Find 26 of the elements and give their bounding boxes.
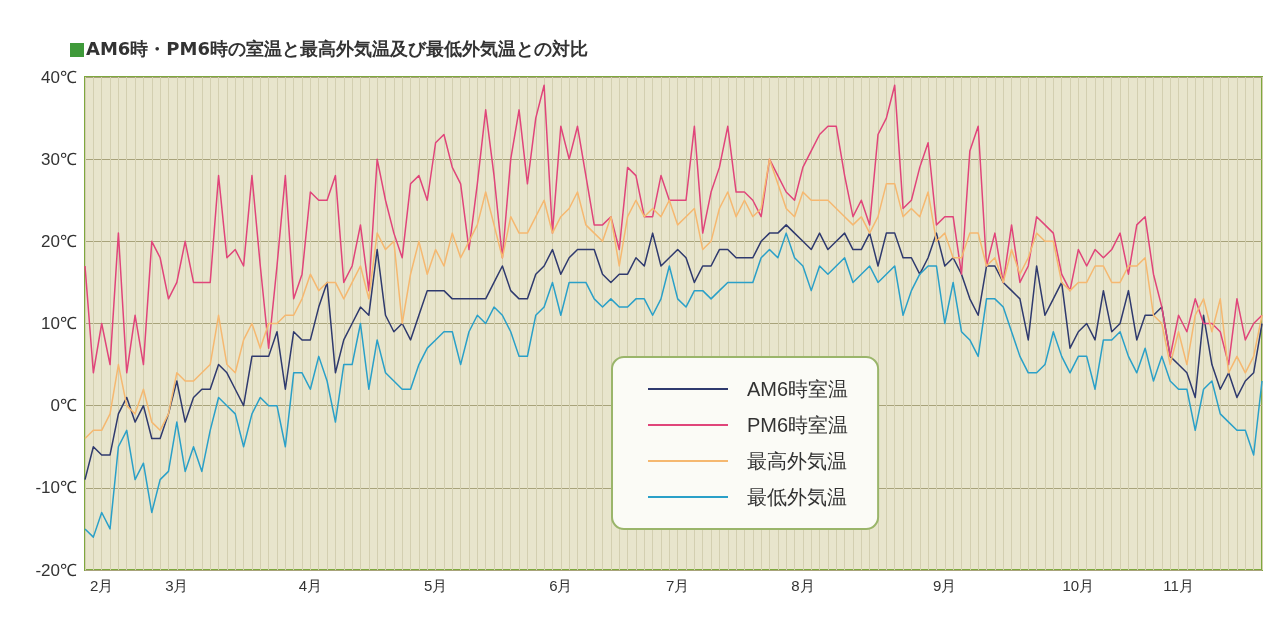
y-tick-label: 0℃ <box>50 396 77 416</box>
y-tick-label: 40℃ <box>41 67 77 87</box>
line-series <box>84 232 1263 538</box>
x-tick-label: 11月 <box>1163 577 1194 594</box>
x-tick-label: 2月 <box>90 577 114 594</box>
legend-label: 最低外気温 <box>747 486 847 508</box>
legend-label: AM6時室温 <box>747 378 849 400</box>
chart-title: AM6時・PM6時の室温と最高外気温及び最低外気温との対比 <box>86 37 588 61</box>
x-tick-label: 6月 <box>549 577 573 594</box>
x-tick-label: 10月 <box>1062 577 1095 594</box>
y-tick-label: 20℃ <box>41 231 77 251</box>
legend-label: 最高外気温 <box>747 450 847 472</box>
x-tick-label: 9月 <box>933 577 957 594</box>
x-tick-label: 3月 <box>165 577 189 594</box>
y-tick-label: 30℃ <box>41 149 77 169</box>
x-tick-label: 8月 <box>791 577 815 594</box>
line-series <box>84 84 1263 374</box>
line-series <box>84 224 1263 481</box>
legend-label: PM6時室温 <box>747 414 849 436</box>
x-tick-label: 5月 <box>423 577 448 594</box>
y-tick-label: -20℃ <box>35 560 77 580</box>
x-tick-label: 4月 <box>298 577 323 594</box>
y-tick-label: -10℃ <box>35 478 77 498</box>
line-series <box>84 158 1263 440</box>
y-tick-label: 10℃ <box>41 314 77 333</box>
x-tick-label: 7月 <box>666 577 690 594</box>
